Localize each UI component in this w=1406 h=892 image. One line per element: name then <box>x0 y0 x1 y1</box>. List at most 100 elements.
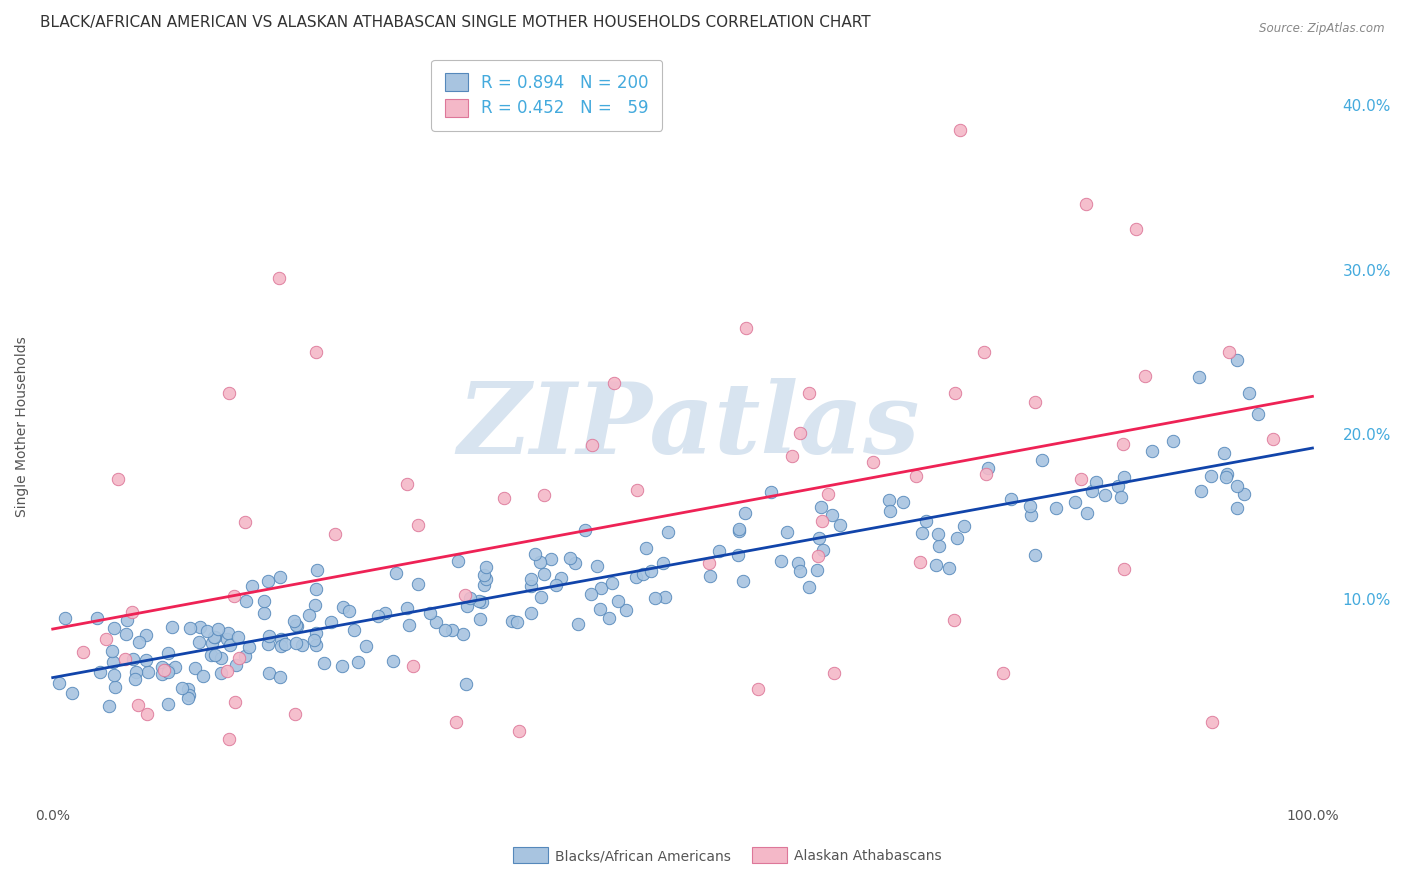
Point <box>891 495 914 509</box>
Point <box>219 638 242 652</box>
Point <box>475 572 498 586</box>
Point <box>259 629 281 643</box>
Text: ZIPatlas: ZIPatlas <box>458 378 920 475</box>
Point <box>1094 488 1116 502</box>
Point <box>284 707 307 722</box>
Point <box>598 611 620 625</box>
Point <box>780 449 803 463</box>
Point <box>304 632 326 647</box>
Point <box>624 570 647 584</box>
Point <box>156 665 179 680</box>
Point <box>228 651 250 665</box>
Point <box>1161 434 1184 449</box>
Point <box>993 666 1015 681</box>
Point <box>195 624 218 639</box>
Point <box>811 542 834 557</box>
Point <box>707 543 730 558</box>
Point <box>115 627 138 641</box>
Point <box>165 660 187 674</box>
Point <box>544 578 567 592</box>
Point <box>533 567 555 582</box>
Point <box>924 558 946 573</box>
Point <box>270 639 292 653</box>
Point <box>304 598 326 612</box>
Point <box>1084 475 1107 489</box>
Point <box>305 563 328 577</box>
Point <box>823 665 845 680</box>
Point <box>453 627 475 641</box>
Point <box>905 469 928 483</box>
Point <box>759 485 782 500</box>
Point <box>699 568 721 582</box>
Point <box>973 345 995 359</box>
Point <box>170 681 193 695</box>
Point <box>332 599 354 614</box>
Point <box>314 656 336 670</box>
Point <box>586 558 609 573</box>
Point <box>162 620 184 634</box>
Point <box>1019 499 1042 513</box>
Point <box>1189 483 1212 498</box>
Point <box>789 564 811 578</box>
Point <box>928 540 950 554</box>
Point <box>911 526 934 541</box>
Point <box>1199 469 1222 483</box>
Point <box>475 560 498 574</box>
Point <box>492 491 515 506</box>
Point <box>808 532 831 546</box>
Point <box>201 636 224 650</box>
Point <box>188 619 211 633</box>
Point <box>104 681 127 695</box>
Point <box>287 619 309 633</box>
Point <box>807 549 830 564</box>
Point <box>1000 491 1022 506</box>
Point <box>269 670 291 684</box>
Point <box>974 467 997 482</box>
Point <box>256 574 278 589</box>
Point <box>1125 222 1147 236</box>
Point <box>1076 506 1098 520</box>
Point <box>810 514 832 528</box>
Point <box>253 606 276 620</box>
Point <box>453 588 475 602</box>
Point <box>253 594 276 608</box>
Point <box>200 648 222 662</box>
Point <box>235 648 257 663</box>
Point <box>505 615 527 629</box>
Point <box>943 385 966 400</box>
Point <box>579 587 602 601</box>
Point <box>456 677 478 691</box>
Point <box>1109 490 1132 504</box>
Point <box>332 658 354 673</box>
Point <box>128 634 150 648</box>
Point <box>602 576 624 591</box>
Point <box>976 460 998 475</box>
Point <box>101 656 124 670</box>
Point <box>100 644 122 658</box>
Point <box>524 548 547 562</box>
Point <box>156 646 179 660</box>
Point <box>343 623 366 637</box>
Point <box>581 438 603 452</box>
Point <box>1226 479 1249 493</box>
Point <box>614 602 637 616</box>
Point <box>952 518 974 533</box>
Point <box>1031 453 1053 467</box>
Point <box>60 686 83 700</box>
Point <box>122 651 145 665</box>
Point <box>156 698 179 712</box>
Point <box>48 675 70 690</box>
Point <box>150 660 173 674</box>
Point <box>305 626 328 640</box>
Point <box>1045 500 1067 515</box>
Point <box>233 516 256 530</box>
Point <box>529 555 551 569</box>
Point <box>472 578 495 592</box>
Point <box>209 651 232 665</box>
Point <box>1247 407 1270 421</box>
Point <box>136 665 159 679</box>
Point <box>125 665 148 679</box>
Point <box>204 630 226 644</box>
Point <box>1112 562 1135 576</box>
Point <box>540 551 562 566</box>
